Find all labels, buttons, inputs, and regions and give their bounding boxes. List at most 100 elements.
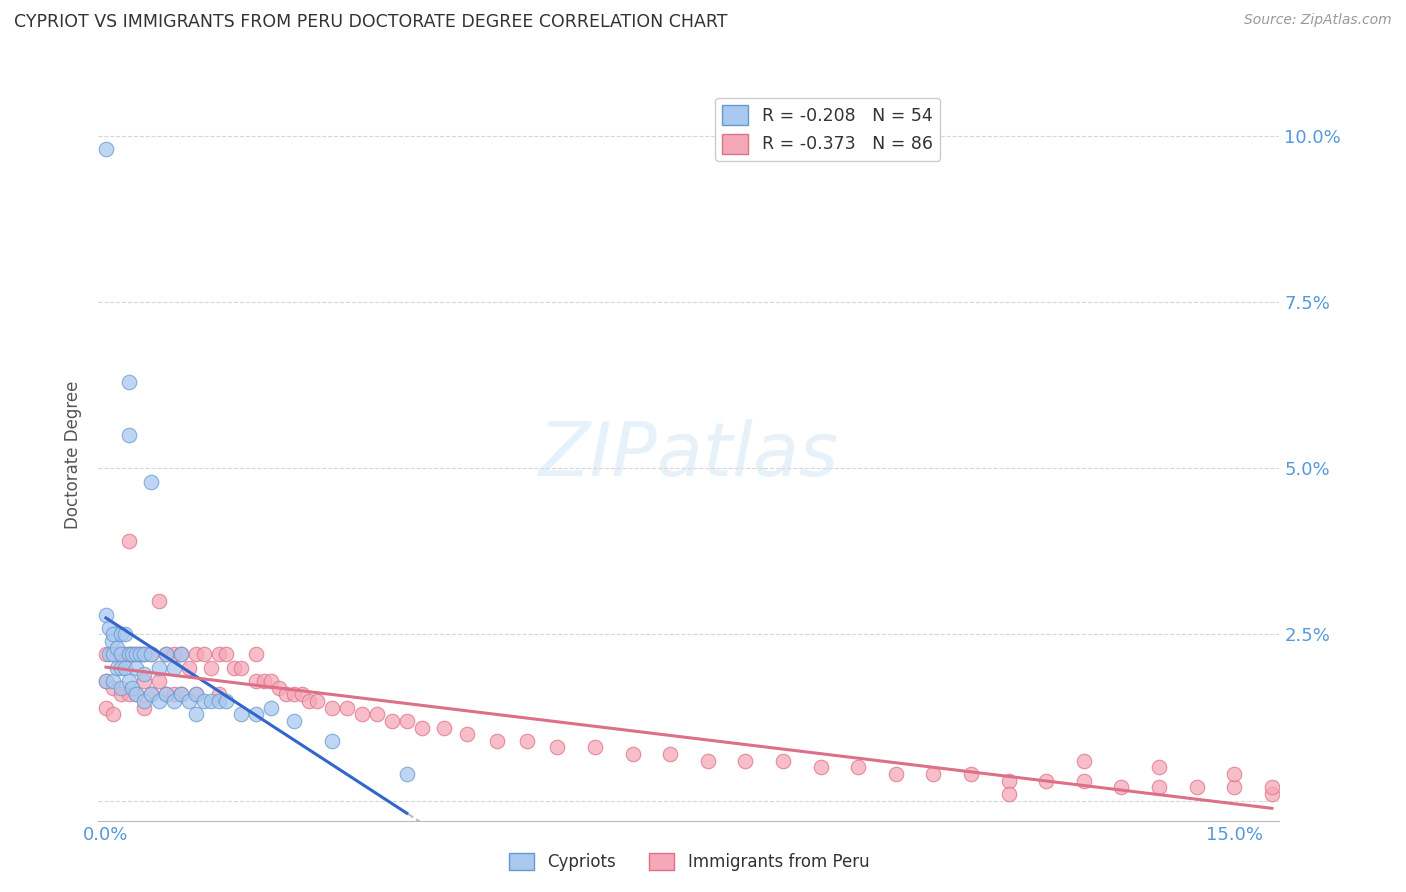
Point — [283, 687, 305, 701]
Point — [960, 767, 983, 781]
Y-axis label: Doctorate Degree: Doctorate Degree — [65, 381, 83, 529]
Point — [433, 721, 456, 735]
Point — [305, 694, 328, 708]
Point — [260, 700, 283, 714]
Point — [456, 727, 478, 741]
Point — [621, 747, 644, 761]
Point — [1185, 780, 1208, 795]
Point — [155, 648, 177, 662]
Point — [155, 687, 177, 701]
Point — [1035, 773, 1057, 788]
Point — [103, 648, 125, 662]
Point — [381, 714, 404, 728]
Point — [336, 700, 359, 714]
Point — [350, 707, 373, 722]
Point — [117, 375, 139, 389]
Point — [193, 694, 215, 708]
Point — [245, 648, 267, 662]
Point — [128, 648, 150, 662]
Point — [103, 681, 125, 695]
Point — [132, 648, 155, 662]
Point — [253, 673, 276, 688]
Point — [170, 687, 193, 701]
Point — [94, 673, 117, 688]
Text: CYPRIOT VS IMMIGRANTS FROM PERU DOCTORATE DEGREE CORRELATION CHART: CYPRIOT VS IMMIGRANTS FROM PERU DOCTORAT… — [14, 13, 727, 31]
Point — [139, 475, 162, 489]
Point — [321, 700, 343, 714]
Point — [121, 648, 143, 662]
Point — [125, 648, 148, 662]
Point — [110, 687, 132, 701]
Point — [94, 142, 117, 156]
Point — [276, 687, 298, 701]
Point — [486, 734, 509, 748]
Point — [148, 694, 170, 708]
Point — [283, 714, 305, 728]
Point — [94, 700, 117, 714]
Point — [997, 773, 1019, 788]
Point — [170, 648, 193, 662]
Point — [121, 648, 143, 662]
Point — [170, 687, 193, 701]
Point — [1111, 780, 1133, 795]
Point — [1261, 780, 1284, 795]
Point — [208, 687, 231, 701]
Point — [298, 694, 321, 708]
Point — [1223, 767, 1246, 781]
Point — [516, 734, 538, 748]
Point — [245, 707, 267, 722]
Point — [177, 694, 200, 708]
Point — [125, 687, 148, 701]
Point — [117, 534, 139, 549]
Point — [659, 747, 682, 761]
Point — [186, 687, 208, 701]
Point — [772, 754, 794, 768]
Point — [128, 648, 150, 662]
Point — [117, 673, 139, 688]
Point — [186, 648, 208, 662]
Point — [177, 661, 200, 675]
Point — [583, 740, 606, 755]
Point — [94, 648, 117, 662]
Point — [260, 673, 283, 688]
Point — [114, 627, 136, 641]
Point — [148, 673, 170, 688]
Point — [215, 694, 238, 708]
Point — [103, 627, 125, 641]
Point — [997, 787, 1019, 801]
Point — [105, 661, 128, 675]
Point — [546, 740, 568, 755]
Point — [110, 681, 132, 695]
Point — [321, 734, 343, 748]
Point — [186, 707, 208, 722]
Point — [1147, 760, 1170, 774]
Point — [1073, 773, 1095, 788]
Point — [208, 694, 231, 708]
Point — [110, 661, 132, 675]
Point — [395, 714, 418, 728]
Point — [922, 767, 945, 781]
Point — [267, 681, 290, 695]
Point — [411, 721, 433, 735]
Point — [139, 687, 162, 701]
Point — [1261, 787, 1284, 801]
Point — [110, 648, 132, 662]
Point — [231, 707, 253, 722]
Point — [148, 594, 170, 608]
Point — [132, 700, 155, 714]
Point — [101, 634, 124, 648]
Point — [132, 648, 155, 662]
Point — [193, 648, 215, 662]
Legend: R = -0.208   N = 54, R = -0.373   N = 86: R = -0.208 N = 54, R = -0.373 N = 86 — [716, 98, 941, 161]
Point — [208, 648, 231, 662]
Point — [366, 707, 388, 722]
Point — [117, 428, 139, 442]
Point — [132, 694, 155, 708]
Point — [103, 707, 125, 722]
Point — [395, 767, 418, 781]
Point — [696, 754, 718, 768]
Point — [186, 687, 208, 701]
Point — [222, 661, 245, 675]
Point — [200, 661, 222, 675]
Point — [148, 661, 170, 675]
